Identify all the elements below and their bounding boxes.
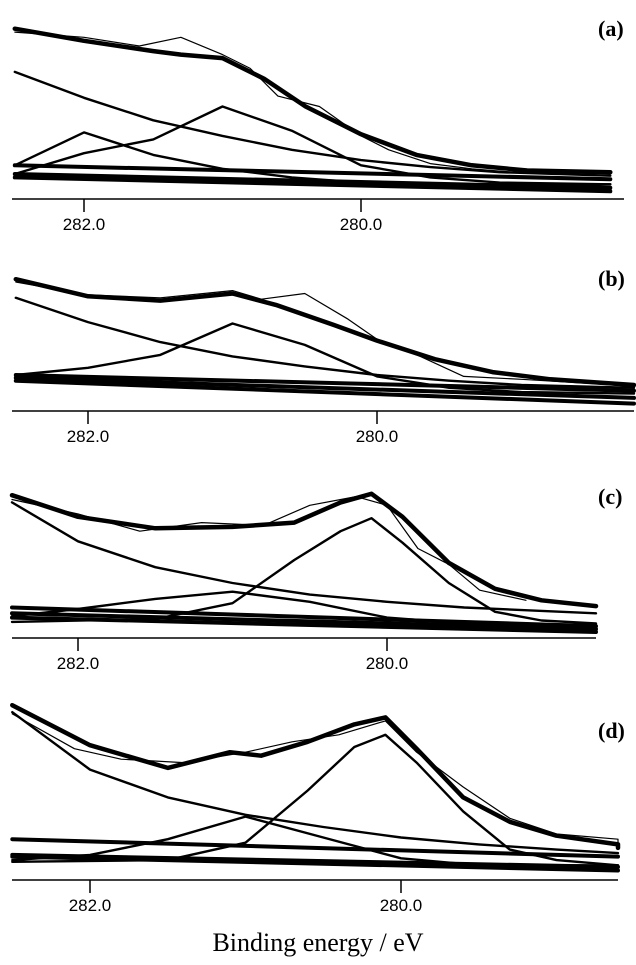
x-tick-label: 282.0 <box>63 215 106 234</box>
component-line <box>11 733 620 867</box>
measured-line <box>15 281 635 387</box>
component-line <box>13 70 612 177</box>
envelope-line <box>9 491 599 609</box>
component-line <box>14 296 636 389</box>
background-line <box>12 175 613 194</box>
background-line <box>12 163 613 182</box>
x-tick-label: 280.0 <box>356 427 399 446</box>
x-axis-title: Binding energy / eV <box>212 928 423 957</box>
component-line <box>14 322 636 395</box>
panel-a: 282.0 280.0 (a) <box>12 16 624 234</box>
envelope-line <box>10 702 621 851</box>
background-line <box>13 373 636 393</box>
panel-label: (b) <box>598 266 625 291</box>
background-line <box>10 854 620 873</box>
panel-c: 282.0 280.0 (c) <box>9 484 622 673</box>
background-line <box>10 605 598 629</box>
component-line <box>10 517 598 625</box>
panel-d: 282.0 280.0 (d) <box>10 702 625 915</box>
x-tick-label: 282.0 <box>67 427 110 446</box>
panel-label: (a) <box>598 16 624 41</box>
x-tick-label: 280.0 <box>340 215 383 234</box>
background-line <box>10 615 598 634</box>
background-line <box>10 837 620 859</box>
x-tick-label: 282.0 <box>69 896 112 915</box>
background-line <box>10 611 598 632</box>
panel-label: (d) <box>598 718 625 743</box>
panel-label: (c) <box>598 484 622 509</box>
x-tick-label: 282.0 <box>57 654 100 673</box>
envelope-line <box>12 26 613 175</box>
component-line <box>11 711 620 855</box>
envelope-line <box>13 276 636 388</box>
background-line <box>13 375 636 400</box>
x-tick-label: 280.0 <box>380 896 423 915</box>
component-line <box>13 105 612 186</box>
background-line <box>12 172 613 190</box>
panel-b: 282.0 280.0 (b) <box>12 266 636 446</box>
measured-line <box>14 31 514 173</box>
measured-line <box>11 713 619 847</box>
x-tick-label: 280.0 <box>366 654 409 673</box>
measured-line <box>11 496 527 601</box>
panels-group: 282.0 280.0(a)282.0 280.0(b)282.0 280.0(c)2… <box>9 16 636 915</box>
component-line <box>10 501 598 615</box>
background-line <box>13 378 636 406</box>
